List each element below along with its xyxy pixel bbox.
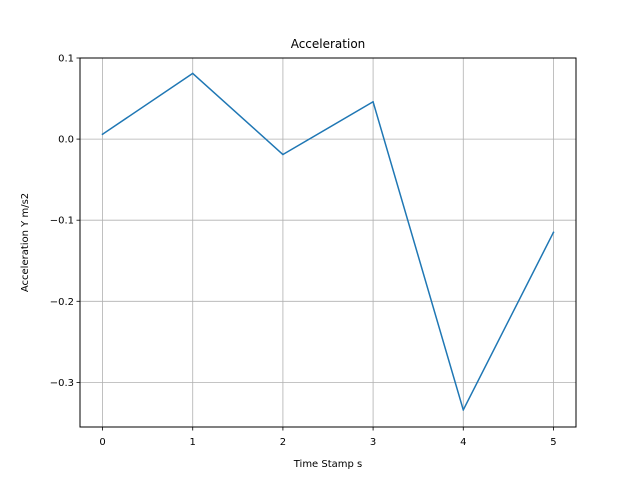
x-tick-label: 4 [460,437,466,448]
y-axis-ticks: 0.1 0.0 −0.1 −0.2 −0.3 [50,54,80,389]
x-axis-ticks: 0 1 2 3 4 5 [99,427,557,448]
data-point [552,231,555,234]
chart-title: Acceleration [291,37,366,51]
y-tick-label: −0.3 [50,378,74,389]
y-axis-label: Acceleration Y m/s2 [20,193,31,292]
x-tick-label: 0 [99,437,105,448]
series-line [101,72,555,411]
x-axis-label: Time Stamp s [293,459,363,470]
data-point [462,409,465,411]
data-point [191,72,194,75]
data-point [101,133,104,135]
series-layer [101,72,555,411]
x-tick-label: 1 [190,437,196,448]
y-tick-label: −0.2 [50,297,74,308]
x-tick-label: 2 [280,437,286,448]
y-tick-label: 0.1 [58,54,74,65]
axes-frame [79,57,577,428]
y-tick-label: −0.1 [50,216,74,227]
x-tick-label: 5 [550,437,556,448]
data-point [282,153,284,156]
data-point [372,101,374,103]
y-tick-label: 0.0 [58,135,74,146]
x-tick-label: 3 [370,437,376,448]
